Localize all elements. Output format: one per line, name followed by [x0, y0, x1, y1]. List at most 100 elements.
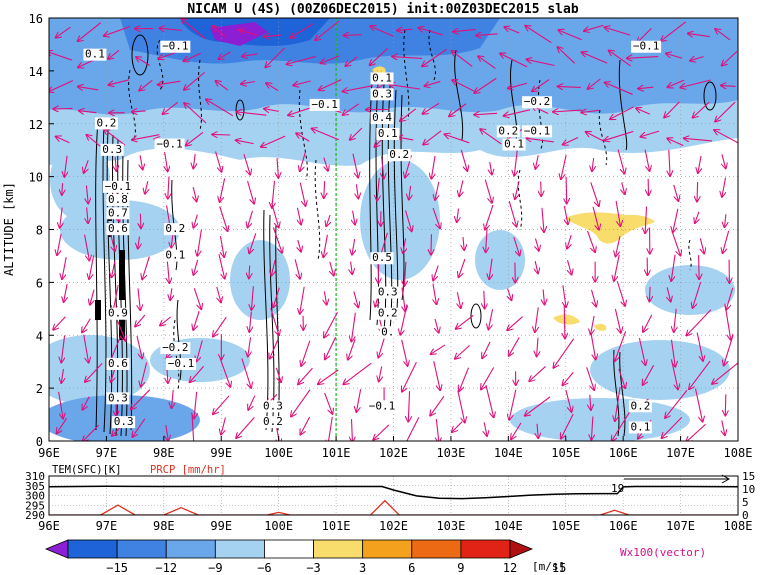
contour-label-bg	[502, 138, 526, 151]
wind-vector	[592, 158, 594, 171]
wind-vector	[723, 230, 730, 254]
wind-vector	[323, 234, 328, 258]
contour-label: 0.3	[114, 415, 134, 428]
wind-vector	[78, 87, 99, 90]
prcp-axis-label: PRCP [mm/hr]	[150, 464, 226, 476]
wind-vector	[611, 410, 631, 441]
wind-vector	[132, 134, 160, 140]
wind-vector	[535, 307, 538, 332]
wind-vector	[243, 154, 250, 175]
contour-label: 0.7	[108, 206, 128, 219]
wind-vector	[53, 316, 66, 330]
contour-label: 0.	[381, 325, 394, 338]
bottom-x-tick-label: 100E	[264, 519, 293, 533]
wind-vector	[537, 337, 538, 357]
wind-vector	[581, 110, 599, 112]
wind-vector	[585, 132, 604, 142]
wind-vector	[138, 288, 140, 310]
contour-label-bg	[522, 125, 553, 138]
wind-vector	[86, 185, 88, 203]
wind-vector	[457, 390, 465, 422]
wind-vector	[193, 153, 195, 169]
wind-vector	[670, 359, 678, 389]
wind-vector	[248, 395, 256, 411]
y-tick-label: 6	[36, 276, 43, 290]
wind-vector	[692, 101, 710, 118]
wind-vector	[353, 291, 359, 307]
wind-vector	[218, 254, 225, 279]
wind-vector	[324, 291, 326, 305]
wind-vector	[622, 182, 625, 195]
contour-label-bg	[631, 40, 662, 53]
wind-vector	[484, 290, 485, 309]
wind-vector	[61, 368, 63, 383]
wind-vector	[315, 20, 340, 40]
wind-vector	[87, 207, 88, 223]
wind-vector	[136, 335, 142, 359]
contour-label-bg	[163, 223, 187, 236]
wind-vector	[193, 214, 197, 228]
wind-vector	[115, 156, 116, 171]
wind-vector	[436, 418, 439, 441]
shade-patch	[50, 140, 110, 220]
colorbar-segment	[411, 539, 462, 559]
wind-vector	[140, 213, 141, 229]
wind-vector	[432, 207, 440, 229]
wind-vector	[604, 27, 631, 36]
wind-vector	[378, 338, 385, 357]
contour-label-bg	[370, 252, 394, 265]
wind-vector	[476, 34, 498, 36]
wind-vector	[515, 180, 520, 199]
contour-label-bg	[106, 357, 130, 370]
wind-vector	[541, 181, 542, 197]
wind-vector	[561, 155, 567, 179]
x-tick-label: 108E	[724, 446, 753, 460]
wind-vector	[614, 308, 621, 333]
wind-vector	[221, 417, 227, 435]
wind-vector	[109, 231, 115, 252]
colorbar-tick-label: −9	[208, 561, 222, 575]
wind-vector	[85, 362, 103, 382]
contour-label-bg	[106, 207, 130, 220]
wind-vector	[488, 309, 494, 329]
wind-vector	[318, 369, 339, 384]
wind-vector	[584, 24, 604, 31]
y-tick-label: 16	[29, 12, 43, 26]
wind-vector	[562, 137, 579, 145]
y-tick-label: 4	[36, 329, 43, 343]
contour-label-bg	[163, 249, 187, 262]
wind-vector	[627, 57, 659, 59]
wind-vector	[561, 413, 574, 439]
colorbar-segment	[313, 539, 364, 559]
wind-vector	[241, 82, 256, 85]
wind-vector	[49, 51, 72, 61]
wind-vector	[294, 259, 300, 279]
wind-vector	[113, 284, 119, 311]
wind-vector	[537, 423, 538, 439]
wind-vector	[474, 77, 497, 93]
wind-vector	[351, 312, 356, 342]
tem-tick-label: 305	[25, 480, 45, 493]
wind-vector	[604, 82, 633, 95]
wind-vector	[637, 27, 652, 43]
wind-vector	[511, 422, 522, 440]
wind-vector	[591, 416, 592, 441]
wind-vector	[529, 366, 546, 381]
wind-vector	[403, 238, 406, 253]
wind-vector	[157, 81, 181, 85]
wind-vector	[509, 389, 517, 420]
wind-vector	[79, 111, 97, 113]
wind-vector	[251, 286, 253, 310]
wind-vector	[615, 236, 621, 256]
wind-vector	[565, 389, 572, 412]
bottom-x-tick-label: 98E	[153, 519, 175, 533]
wind-vector	[324, 392, 333, 414]
wind-vector	[697, 182, 698, 202]
colorbar: −15 −12 −9 −6 −3 3 6 9 12 15 [m/s] Wx100(vector)	[44, 539, 706, 575]
wind-vector	[219, 358, 230, 387]
wind-vector	[270, 307, 279, 335]
wind-vector	[567, 260, 571, 275]
wind-vector	[293, 80, 311, 85]
wind-vector	[721, 85, 736, 86]
